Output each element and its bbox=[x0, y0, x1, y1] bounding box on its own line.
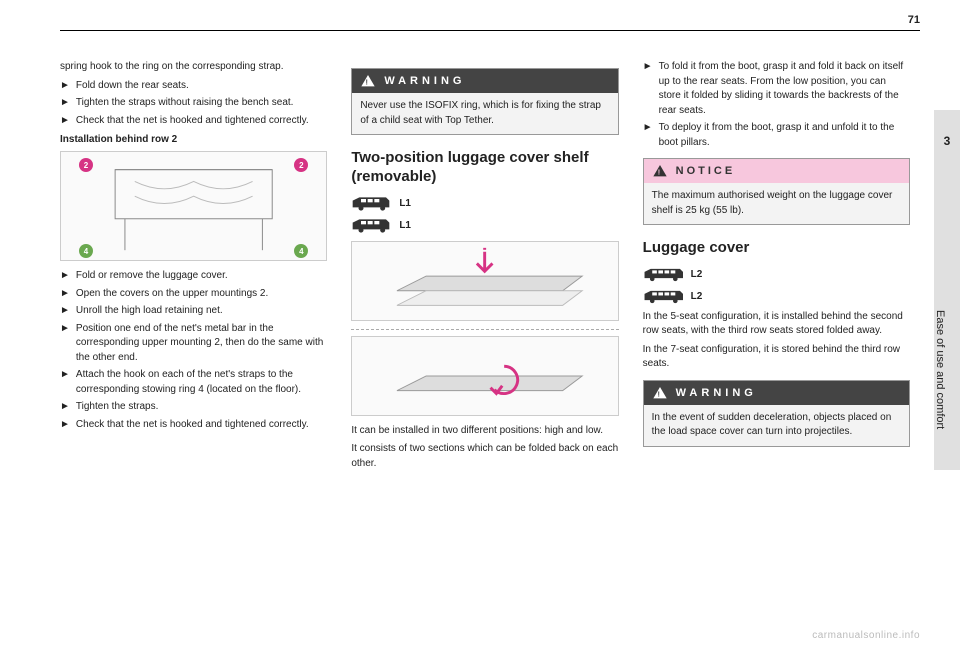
section-tab-label: Ease of use and comfort bbox=[934, 310, 946, 429]
bullet-arrow-icon: ► bbox=[60, 322, 70, 366]
variant-row: L1 bbox=[351, 195, 618, 213]
bullet-arrow-icon: ► bbox=[60, 269, 70, 284]
intro-text: spring hook to the ring on the correspon… bbox=[60, 60, 327, 75]
bullet-item: ►To fold it from the boot, grasp it and … bbox=[643, 60, 910, 118]
warning-title: WARNING bbox=[384, 75, 465, 87]
bullet-text: Tighten the straps without raising the b… bbox=[76, 96, 294, 111]
notice-triangle-icon: ! bbox=[652, 163, 668, 179]
variant-label: L2 bbox=[691, 269, 703, 280]
notice-body: The maximum authorised weight on the lug… bbox=[644, 183, 909, 224]
watermark: carmanualsonline.info bbox=[812, 630, 920, 641]
bullet-item: ► Check that the net is hooked and tighte… bbox=[60, 418, 327, 433]
notice-title: NOTICE bbox=[676, 165, 736, 177]
bullet-item: ► Check that the net is hooked and tight… bbox=[60, 114, 327, 129]
marker-4-icon: 4 bbox=[79, 244, 93, 258]
variant-row: L2 bbox=[643, 266, 910, 284]
variant-row: L1 bbox=[351, 217, 618, 235]
warning-callout: ! WARNING Never use the ISOFIX ring, whi… bbox=[351, 68, 618, 135]
content-columns: spring hook to the ring on the correspon… bbox=[60, 60, 910, 619]
page-number: 71 bbox=[908, 14, 920, 26]
manual-page: 71 3 Ease of use and comfort spring hook… bbox=[0, 0, 960, 649]
net-illustration bbox=[61, 152, 326, 260]
bullet-item: ►Attach the hook on each of the net's st… bbox=[60, 368, 327, 397]
section-tab-number: 3 bbox=[934, 134, 960, 148]
bullet-arrow-icon: ► bbox=[60, 304, 70, 319]
bullet-text: To fold it from the boot, grasp it and f… bbox=[659, 60, 910, 118]
svg-text:!: ! bbox=[366, 77, 371, 86]
bullet-item: ► Tighten the straps without raising the… bbox=[60, 96, 327, 111]
variant-label: L1 bbox=[399, 220, 411, 231]
section-tab: 3 Ease of use and comfort bbox=[934, 110, 960, 470]
warning-triangle-icon: ! bbox=[360, 73, 376, 89]
bullet-text: Check that the net is hooked and tighten… bbox=[76, 418, 309, 433]
marker-2-icon: 2 bbox=[79, 158, 93, 172]
notice-callout: ! NOTICE The maximum authorised weight o… bbox=[643, 158, 910, 225]
bullet-arrow-icon: ► bbox=[643, 60, 653, 118]
bullet-item: ►To deploy it from the boot, grasp it an… bbox=[643, 121, 910, 150]
shelf-illustration-bottom bbox=[352, 337, 617, 415]
bullet-item: ► Unroll the high load retaining net. bbox=[60, 304, 327, 319]
bullet-text: Check that the net is hooked and tighten… bbox=[76, 114, 309, 129]
figure-shelf-high bbox=[351, 241, 618, 321]
bullet-text: Tighten the straps. bbox=[76, 400, 158, 415]
bullet-text: Open the covers on the upper mountings 2… bbox=[76, 287, 268, 302]
figure-net-install: 2 2 4 4 bbox=[60, 151, 327, 261]
bullet-text: Attach the hook on each of the net's str… bbox=[76, 368, 327, 397]
bullet-arrow-icon: ► bbox=[60, 287, 70, 302]
van-icon bbox=[643, 266, 683, 284]
bullet-arrow-icon: ► bbox=[643, 121, 653, 150]
section-heading: Two-position luggage cover shelf (remova… bbox=[351, 149, 618, 187]
notice-header: ! NOTICE bbox=[644, 159, 909, 183]
bullet-item: ► Tighten the straps. bbox=[60, 400, 327, 415]
svg-text:!: ! bbox=[657, 389, 662, 398]
van-icon bbox=[643, 288, 683, 306]
bullet-item: ► Fold down the rear seats. bbox=[60, 79, 327, 94]
column-2: ! WARNING Never use the ISOFIX ring, whi… bbox=[351, 60, 618, 619]
bullet-item: ►Position one end of the net's metal bar… bbox=[60, 322, 327, 366]
warning-header: ! WARNING bbox=[352, 69, 617, 93]
subheading: Installation behind row 2 bbox=[60, 134, 327, 145]
bullet-text: Fold down the rear seats. bbox=[76, 79, 189, 94]
variant-label: L2 bbox=[691, 291, 703, 302]
variant-row: L2 bbox=[643, 288, 910, 306]
warning-callout: ! WARNING In the event of sudden deceler… bbox=[643, 380, 910, 447]
figure-separator bbox=[351, 329, 618, 330]
warning-triangle-icon: ! bbox=[652, 385, 668, 401]
bullet-arrow-icon: ► bbox=[60, 114, 70, 129]
van-icon bbox=[351, 217, 391, 235]
body-paragraph: In the 5-seat configuration, it is insta… bbox=[643, 310, 910, 339]
bullet-item: ► Open the covers on the upper mountings … bbox=[60, 287, 327, 302]
bullet-item: ► Fold or remove the luggage cover. bbox=[60, 269, 327, 284]
bullet-text: Fold or remove the luggage cover. bbox=[76, 269, 228, 284]
top-rule bbox=[60, 30, 920, 31]
shelf-illustration-top bbox=[352, 242, 617, 320]
bullet-arrow-icon: ► bbox=[60, 418, 70, 433]
svg-text:!: ! bbox=[657, 167, 661, 176]
figure-shelf-low bbox=[351, 336, 618, 416]
bullet-text: To deploy it from the boot, grasp it and… bbox=[659, 121, 910, 150]
body-paragraph: In the 7-seat configuration, it is store… bbox=[643, 343, 910, 372]
section-heading: Luggage cover bbox=[643, 239, 910, 258]
warning-body: Never use the ISOFIX ring, which is for … bbox=[352, 93, 617, 134]
bullet-arrow-icon: ► bbox=[60, 96, 70, 111]
van-icon bbox=[351, 195, 391, 213]
caption-text: It consists of two sections which can be… bbox=[351, 442, 618, 471]
bullet-arrow-icon: ► bbox=[60, 368, 70, 397]
bullet-text: Position one end of the net's metal bar … bbox=[76, 322, 327, 366]
warning-body: In the event of sudden deceleration, obj… bbox=[644, 405, 909, 446]
warning-header: ! WARNING bbox=[644, 381, 909, 405]
variant-label: L1 bbox=[399, 198, 411, 209]
caption-text: It can be installed in two different pos… bbox=[351, 424, 618, 439]
bullet-arrow-icon: ► bbox=[60, 79, 70, 94]
bullet-arrow-icon: ► bbox=[60, 400, 70, 415]
column-3: ►To fold it from the boot, grasp it and … bbox=[643, 60, 910, 619]
column-1: spring hook to the ring on the correspon… bbox=[60, 60, 327, 619]
warning-title: WARNING bbox=[676, 387, 757, 399]
bullet-text: Unroll the high load retaining net. bbox=[76, 304, 223, 319]
